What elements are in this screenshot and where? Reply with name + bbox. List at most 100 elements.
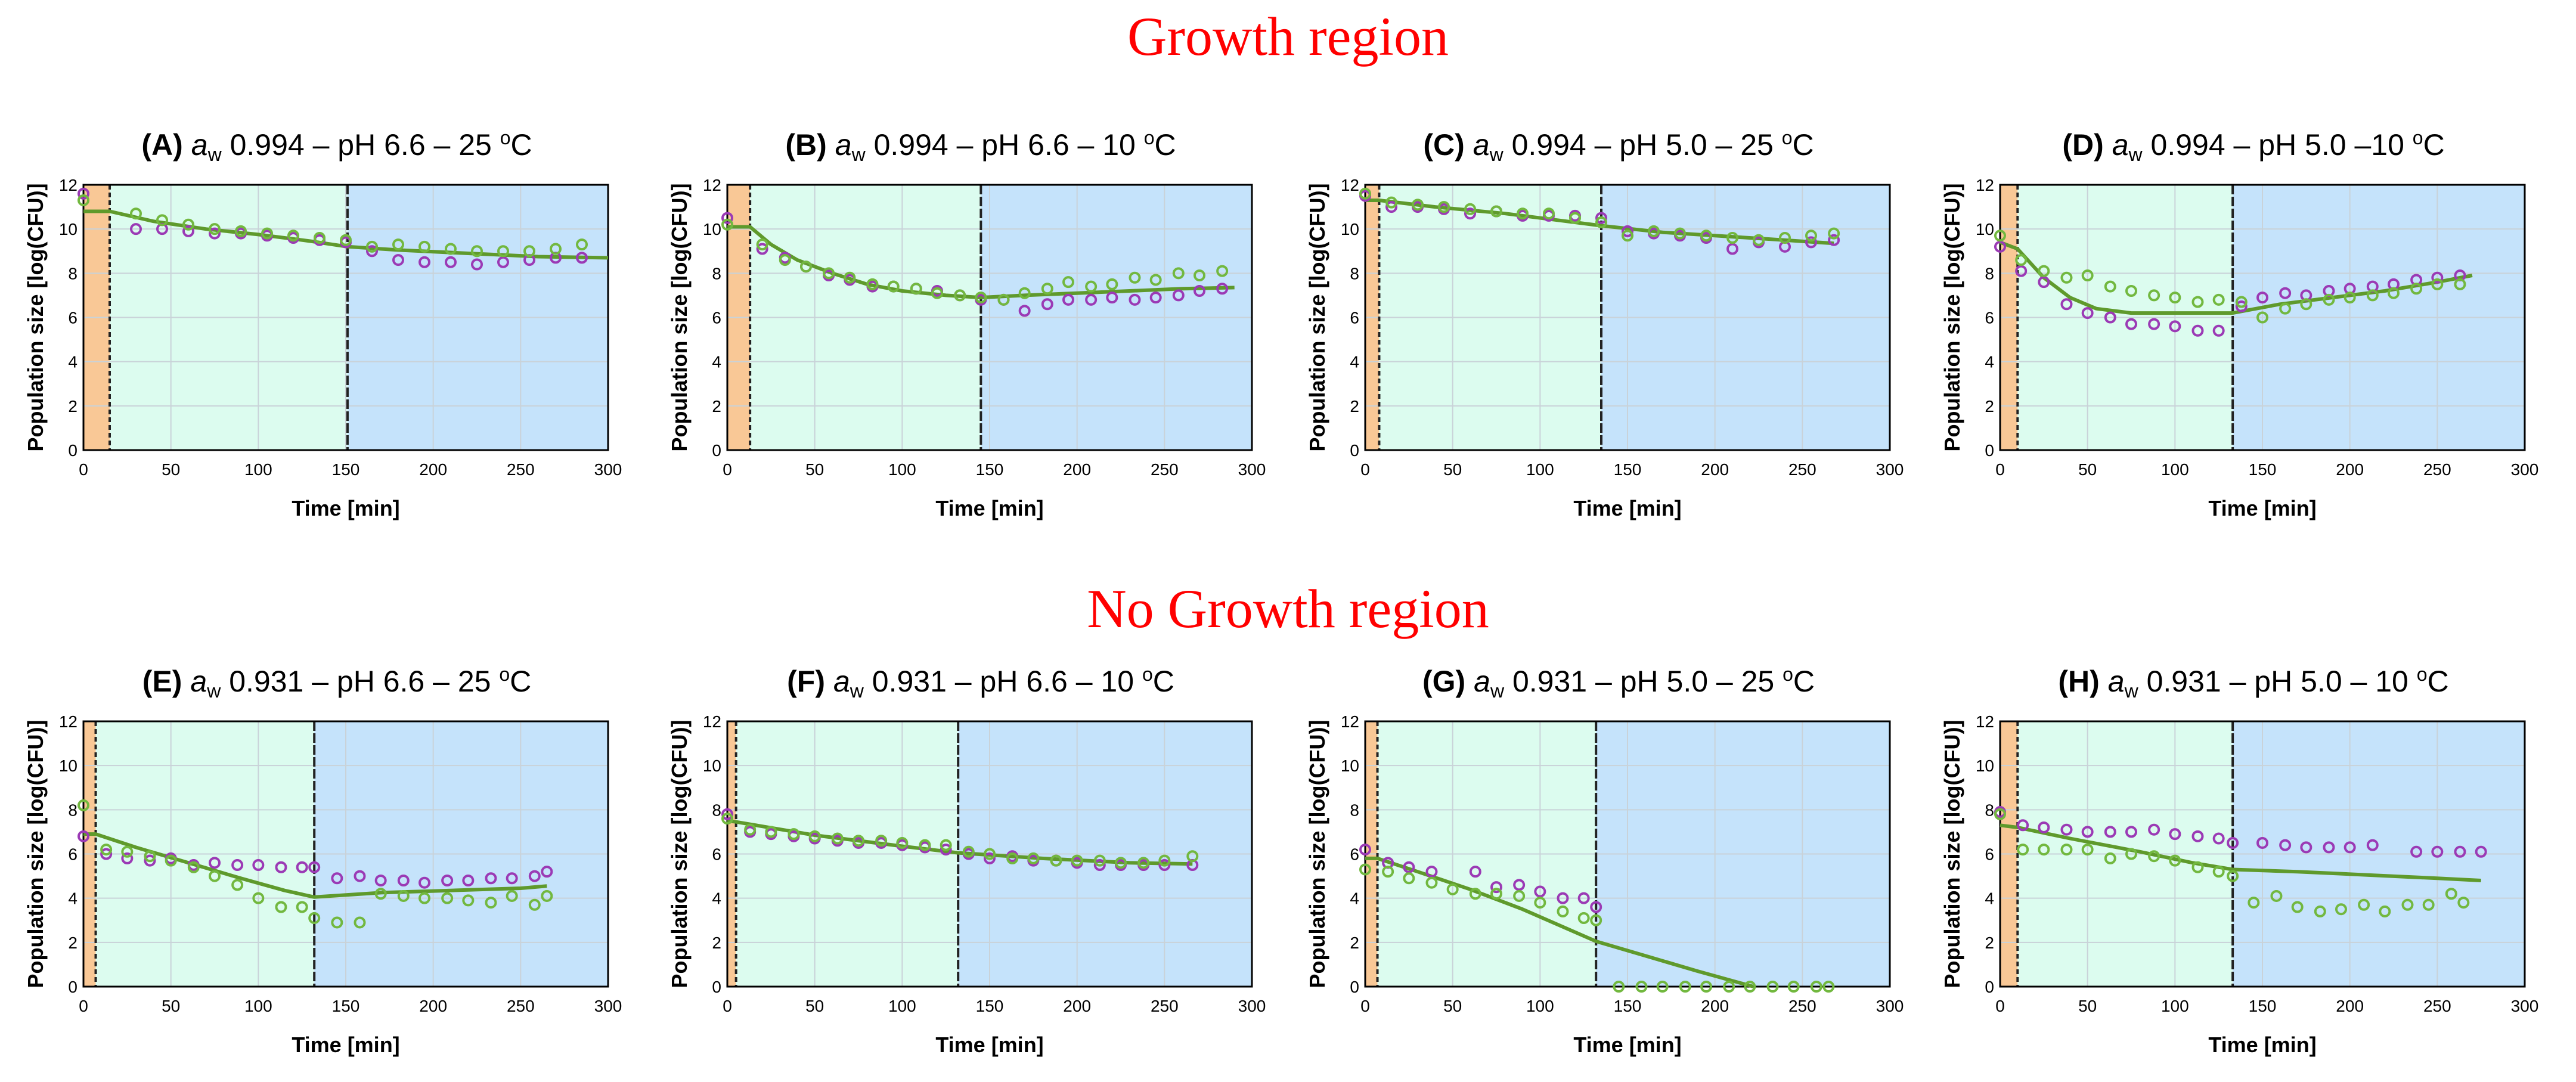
data-point-green xyxy=(1006,852,1019,864)
y-tick-label: 6 xyxy=(712,309,721,327)
y-tick-label: 6 xyxy=(1985,845,1994,864)
data-point-green xyxy=(1656,981,1669,993)
y-tick-label: 12 xyxy=(703,712,721,731)
x-tick-label: 300 xyxy=(1876,460,1904,479)
data-point-purple xyxy=(209,857,221,869)
x-axis-label: Time [min] xyxy=(2208,1033,2316,1057)
data-point-purple xyxy=(2038,276,2050,289)
data-point-green xyxy=(374,888,387,900)
data-point-green xyxy=(1115,857,1127,869)
data-point-green xyxy=(1149,274,1162,286)
y-tick-label: 8 xyxy=(68,801,78,819)
data-point-green xyxy=(1648,225,1660,237)
data-point-green xyxy=(1805,230,1817,242)
data-point-green xyxy=(2104,852,2116,864)
series-purple xyxy=(721,212,1229,317)
data-point-purple xyxy=(2169,828,2181,841)
aw-subscript: w xyxy=(207,144,222,165)
x-tick-label: 150 xyxy=(2249,997,2277,1015)
data-point-green xyxy=(1753,234,1765,246)
data-point-green xyxy=(2457,897,2470,909)
y-tick-label: 0 xyxy=(1350,978,1359,996)
x-tick-label: 150 xyxy=(1614,460,1642,479)
y-tick-label: 4 xyxy=(1985,353,1994,371)
data-point-purple xyxy=(1464,207,1476,220)
data-point-green xyxy=(1359,187,1371,200)
x-axis-label: Time [min] xyxy=(2208,496,2316,520)
data-point-purple xyxy=(471,258,483,271)
panel-label: (F) xyxy=(787,665,825,698)
data-point-purple xyxy=(100,848,113,860)
data-point-purple xyxy=(78,187,89,200)
data-point-purple xyxy=(506,872,518,885)
data-point-green xyxy=(1828,227,1840,240)
data-point-green xyxy=(2388,287,2400,299)
data-point-purple xyxy=(374,875,387,886)
data-point-green xyxy=(2081,844,2094,856)
aw-subscript: w xyxy=(1490,680,1505,702)
x-tick-label: 100 xyxy=(1526,460,1554,479)
x-tick-label: 0 xyxy=(79,460,88,479)
grid xyxy=(1365,721,1890,987)
data-point-green xyxy=(800,261,812,273)
title-text: 0.994 – pH 5.0 – 25 xyxy=(1504,128,1782,162)
y-axis-label: Population size [log(CFU)] xyxy=(1940,720,1964,988)
data-point-green xyxy=(1194,269,1205,282)
y-tick-label: 4 xyxy=(1350,353,1359,371)
aw-symbol: a xyxy=(833,665,850,698)
data-point-green xyxy=(1822,981,1835,993)
data-point-green xyxy=(1137,857,1150,869)
data-point-green xyxy=(765,826,777,838)
data-point-purple xyxy=(1726,243,1738,255)
data-point-green xyxy=(1412,199,1424,211)
panel-label: (H) xyxy=(2058,665,2099,698)
data-point-purple xyxy=(2212,832,2225,845)
data-point-green xyxy=(1723,981,1735,993)
panel-e: (E) aw 0.931 – pH 6.6 – 25 oC 0 50 100 150 200… xyxy=(15,656,622,1073)
data-point-purple xyxy=(1994,240,2006,253)
panel-label: (D) xyxy=(2062,128,2103,162)
no-growth-region-title: No Growth region xyxy=(1087,578,1489,639)
y-tick-label: 10 xyxy=(703,757,721,775)
y-tick-label: 8 xyxy=(1350,264,1359,283)
x-tick-label: 200 xyxy=(1701,997,1729,1015)
data-point-green xyxy=(1557,905,1569,917)
x-tick-label: 150 xyxy=(976,997,1004,1015)
data-point-green xyxy=(823,267,835,280)
data-point-green xyxy=(2314,905,2326,917)
y-axis-label: Population size [log(CFU)] xyxy=(1940,184,1964,452)
data-point-purple xyxy=(2125,826,2137,838)
data-point-green xyxy=(2212,293,2225,306)
y-tick-label: 4 xyxy=(68,889,78,908)
data-point-purple xyxy=(2431,845,2444,858)
data-point-purple xyxy=(354,870,366,882)
data-point-purple xyxy=(275,861,287,873)
plot-frame xyxy=(82,184,609,451)
data-point-green xyxy=(853,835,864,847)
title-text: 0.994 – pH 5.0 –10 xyxy=(2143,128,2413,162)
x-tick-label: 100 xyxy=(2161,460,2189,479)
y-tick-label: 2 xyxy=(1350,934,1359,952)
data-point-purple xyxy=(419,876,430,889)
data-point-green xyxy=(2125,285,2137,297)
data-point-green xyxy=(2148,289,2160,302)
data-point-green xyxy=(419,240,430,253)
data-point-green xyxy=(756,238,768,251)
y-axis-label: Population size [log(CFU)] xyxy=(1305,184,1329,452)
data-point-purple xyxy=(1590,901,1602,913)
data-point-green xyxy=(1490,205,1502,218)
data-point-green xyxy=(2335,903,2347,916)
data-point-purple xyxy=(2081,307,2094,320)
data-point-green xyxy=(2235,296,2248,308)
data-point-green xyxy=(940,839,952,851)
data-point-green xyxy=(721,813,733,825)
y-tick-label: 0 xyxy=(712,978,721,996)
x-tick-label: 50 xyxy=(162,460,180,479)
series-green xyxy=(721,218,1229,306)
data-point-green xyxy=(831,832,844,845)
data-point-purple xyxy=(308,861,321,873)
data-point-green xyxy=(1726,232,1738,244)
data-point-purple xyxy=(1359,844,1371,856)
data-point-green xyxy=(2366,289,2379,302)
data-point-green xyxy=(2454,278,2466,290)
